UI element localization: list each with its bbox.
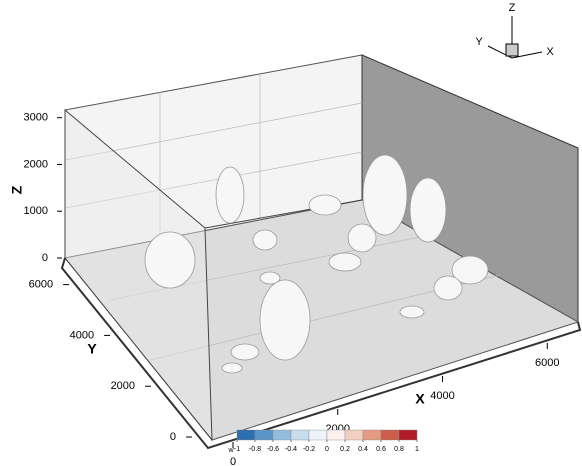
cloud	[231, 344, 259, 360]
y-tick-label: 2000	[111, 380, 135, 392]
colorbar-tick-label: 1	[415, 446, 419, 453]
cloud	[410, 178, 446, 242]
cloud	[348, 224, 376, 252]
colorbar-tick-label: -1	[234, 446, 240, 453]
colorbar-swatch	[381, 430, 399, 440]
y-axis-label: Y	[87, 341, 97, 357]
y-tick-label: 0	[170, 431, 176, 443]
cloud	[309, 195, 341, 215]
colorbar-tick-label: -0.4	[285, 446, 297, 453]
colorbar-tick-label: 0.6	[376, 446, 386, 453]
cloud	[400, 306, 424, 318]
colorbar-tick-label: 0	[325, 446, 329, 453]
orient-cube	[506, 44, 518, 56]
x-tick-label: 6000	[535, 357, 559, 369]
x-axis-label: X	[415, 391, 425, 407]
cloud	[434, 276, 462, 300]
colorbar-swatch	[273, 430, 291, 440]
colorbar-tick-label: 0.2	[340, 446, 350, 453]
cloud	[260, 272, 280, 284]
z-tick-label: 1000	[24, 205, 48, 217]
cloud	[253, 230, 277, 250]
z-tick-label: 0	[42, 252, 48, 264]
cloud	[363, 155, 407, 235]
cloud	[260, 280, 310, 360]
cloud	[329, 253, 361, 271]
z-axis-label: Z	[9, 185, 25, 194]
x-tick-label: 4000	[430, 390, 454, 402]
colorbar-swatch	[309, 430, 327, 440]
orient-label: Y	[475, 36, 483, 48]
colorbar-tick-label: 0.4	[358, 446, 368, 453]
box	[62, 55, 580, 448]
colorbar-tick-label: -0.6	[267, 446, 279, 453]
orientation-axes	[488, 16, 542, 58]
colorbar-swatch	[291, 430, 309, 440]
colorbar-swatch	[255, 430, 273, 440]
orient-label: X	[546, 46, 554, 58]
cloud	[222, 363, 242, 373]
y-tick-label: 6000	[29, 279, 53, 291]
colorbar-swatch	[345, 430, 363, 440]
x-tick-label: 0	[230, 456, 236, 466]
orient-label: Z	[509, 2, 516, 14]
colorbar-swatch	[399, 430, 417, 440]
z-tick-label: 3000	[24, 112, 48, 124]
colorbar-swatch	[363, 430, 381, 440]
colorbar-tick-label: -0.8	[249, 446, 261, 453]
chart: Z Y X X Y Z w 02000400060000200040006000…	[0, 0, 582, 466]
colorbar-swatch	[327, 430, 345, 440]
cloud	[216, 167, 244, 223]
cloud	[145, 232, 195, 288]
colorbar-tick-label: -0.2	[303, 446, 315, 453]
z-tick-label: 2000	[24, 158, 48, 170]
colorbar-swatch	[237, 430, 255, 440]
colorbar-tick-label: 0.8	[394, 446, 404, 453]
y-tick-label: 4000	[70, 329, 94, 341]
